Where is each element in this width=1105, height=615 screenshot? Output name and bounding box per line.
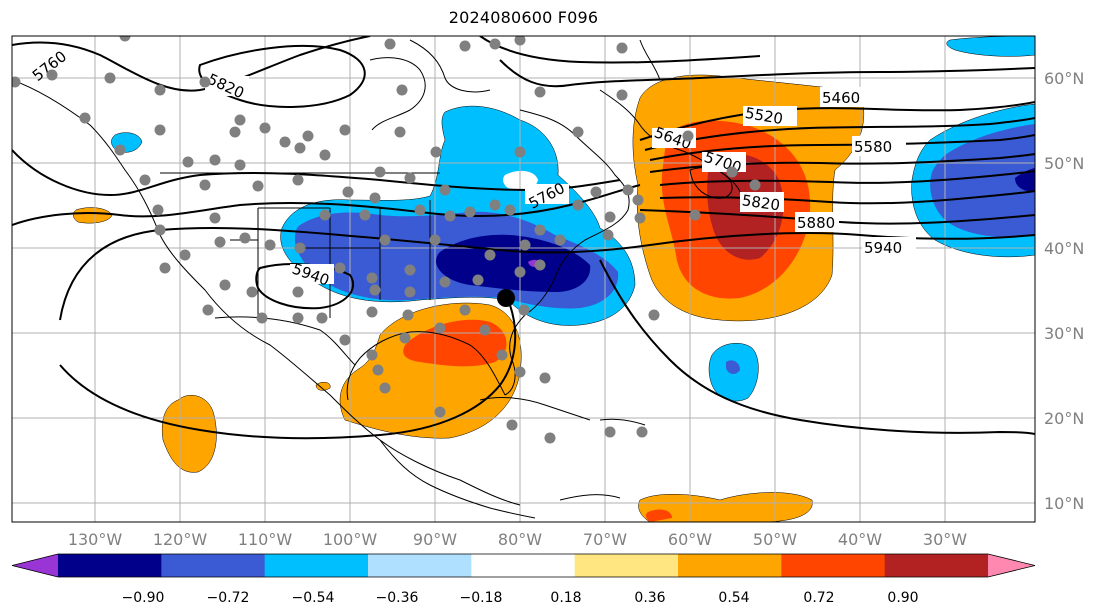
colorbar-tick-label: 0.72	[803, 590, 834, 606]
coastlines	[12, 39, 743, 519]
colorbar-segment	[161, 554, 266, 577]
colorbar-segment	[884, 554, 989, 577]
longitude-labels: 130°W 120°W 110°W 100°W 90°W 80°W 70°W 6…	[68, 530, 967, 549]
positive-anomaly-pacific	[162, 395, 217, 473]
colorbar-segment	[264, 554, 369, 577]
station-markers	[12, 36, 761, 444]
colorbar-outline	[11, 553, 1036, 578]
lat-label: 30°N	[1044, 324, 1084, 343]
positive-anomaly-south	[638, 492, 813, 522]
lat-label: 20°N	[1044, 409, 1084, 428]
colorbar-tick-label: 0.90	[887, 590, 918, 606]
lon-label: 60°W	[668, 530, 712, 549]
lon-label: 30°W	[923, 530, 967, 549]
lat-label: 60°N	[1044, 69, 1084, 88]
colorbar-extend-low	[12, 554, 58, 577]
contour-label: 5880	[797, 214, 835, 232]
colorbar-labels: −0.90 −0.72 −0.54 −0.36 −0.18 0.18 0.36 …	[122, 590, 919, 606]
positive-anomaly-small-2	[315, 381, 331, 391]
lon-label: 40°W	[838, 530, 882, 549]
colorbar-tick-label: −0.54	[292, 590, 335, 606]
latitude-labels: 60°N 50°N 40°N 30°N 20°N 10°N	[1044, 69, 1084, 513]
lon-label: 90°W	[413, 530, 457, 549]
contour-label: 5460	[822, 89, 860, 107]
storm-center-marker	[497, 289, 515, 307]
map-frame	[11, 35, 1036, 523]
colorbar-tick-label: 0.18	[550, 590, 581, 606]
colorbar	[11, 553, 1036, 578]
colorbar-tick-label: −0.36	[376, 590, 419, 606]
lon-label: 130°W	[68, 530, 123, 549]
colorbar-segment	[781, 554, 886, 577]
lon-label: 120°W	[153, 530, 208, 549]
colorbar-segment	[471, 554, 576, 577]
lon-label: 110°W	[238, 530, 293, 549]
colorbar-segment	[368, 554, 472, 577]
colorbar-segment	[678, 554, 782, 577]
colorbar-tick-label: −0.90	[122, 590, 165, 606]
colorbar-tick-label: −0.18	[460, 590, 503, 606]
lat-label: 40°N	[1044, 239, 1084, 258]
colorbar-segment	[58, 554, 162, 577]
colorbar-tick-label: 0.54	[718, 590, 749, 606]
positive-anomaly-south-core	[645, 509, 672, 522]
lon-label: 80°W	[498, 530, 542, 549]
lon-label: 100°W	[323, 530, 378, 549]
colorbar-tick-label: −0.72	[207, 590, 250, 606]
colorbar-segment	[574, 554, 679, 577]
negative-anomaly-subtropical-core	[726, 360, 740, 374]
contour-label: 5580	[854, 138, 892, 156]
colorbar-extend-high	[988, 554, 1035, 577]
positive-anomaly-small-1	[73, 207, 113, 224]
map-title: 2024080600 F096	[448, 8, 599, 27]
contour-label: 5820	[741, 191, 781, 214]
lon-label: 50°W	[753, 530, 797, 549]
contour-label: 5940	[864, 239, 902, 257]
lat-label: 10°N	[1044, 494, 1084, 513]
lat-label: 50°N	[1044, 154, 1084, 173]
colorbar-tick-label: 0.36	[634, 590, 665, 606]
lon-label: 70°W	[583, 530, 627, 549]
